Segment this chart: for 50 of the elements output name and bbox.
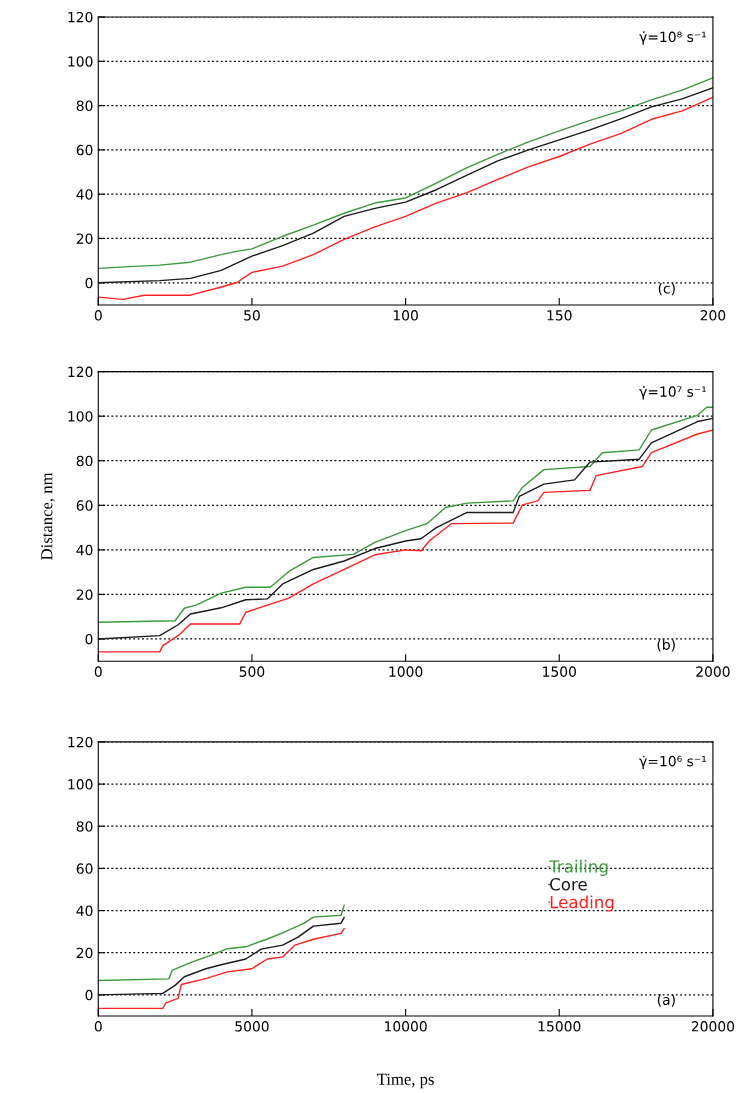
annotation: (b): [657, 639, 675, 652]
line-series: [98, 927, 345, 1010]
annotation: γ̇=10⁸ s⁻¹: [639, 31, 706, 45]
x-tick-label: 15000: [538, 1021, 581, 1032]
y-tick-label: 60: [76, 500, 93, 511]
y-tick-label: 120: [68, 11, 93, 23]
legend-label: Trailing: [549, 859, 608, 876]
y-tick-label: 100: [68, 56, 93, 67]
annotation: (a): [657, 994, 675, 1007]
x-tick-label: 150: [547, 310, 572, 321]
y-tick-label: 0: [85, 277, 93, 289]
y-tick-label: 100: [68, 411, 93, 422]
y-tick-label: 120: [68, 736, 93, 748]
x-tick-label: 10000: [385, 1021, 427, 1032]
y-tick-label: 40: [76, 544, 93, 556]
x-axis-title: Time, ps: [377, 1073, 434, 1089]
y-tick-label: 0: [85, 633, 93, 645]
y-tick-label: 0: [85, 989, 93, 1001]
x-tick-label: 0: [94, 310, 102, 321]
y-tick-label: 60: [76, 144, 93, 156]
line-series: [98, 916, 345, 996]
annotation: γ̇=10⁷ s⁻¹: [639, 386, 706, 400]
y-tick-label: 80: [76, 100, 93, 112]
y-tick-label: 80: [76, 455, 93, 467]
x-tick-label: 50: [244, 310, 260, 321]
x-tick-label: 1000: [389, 666, 423, 677]
x-tick-label: 500: [239, 666, 265, 677]
annotation: (c): [658, 282, 675, 296]
legend-label: Core: [550, 877, 587, 891]
annotation: γ̇=10⁶ s⁻¹: [639, 755, 706, 770]
x-tick-label: 0: [94, 666, 102, 677]
y-tick-label: 80: [76, 821, 93, 832]
y-tick-label: 120: [68, 366, 93, 378]
y-tick-label: 60: [76, 863, 93, 874]
x-tick-label: 0: [94, 1021, 102, 1032]
y-tick-label: 20: [76, 233, 93, 244]
legend-label: Leading: [550, 895, 614, 912]
x-tick-label: 1500: [543, 666, 576, 677]
x-tick-label: 20000: [691, 1021, 735, 1032]
x-tick-label: 100: [393, 310, 418, 321]
y-tick-label: 40: [76, 905, 93, 917]
line-series: [98, 904, 345, 982]
y-tick-label: 20: [76, 947, 93, 959]
y-tick-label: 40: [76, 189, 93, 200]
x-tick-label: 5000: [235, 1021, 269, 1032]
x-tick-label: 2000: [696, 666, 730, 677]
y-tick-label: 100: [68, 779, 93, 790]
y-axis-title: Distance, nm: [41, 472, 55, 560]
x-tick-label: 200: [700, 310, 726, 321]
y-tick-label: 20: [76, 589, 93, 600]
